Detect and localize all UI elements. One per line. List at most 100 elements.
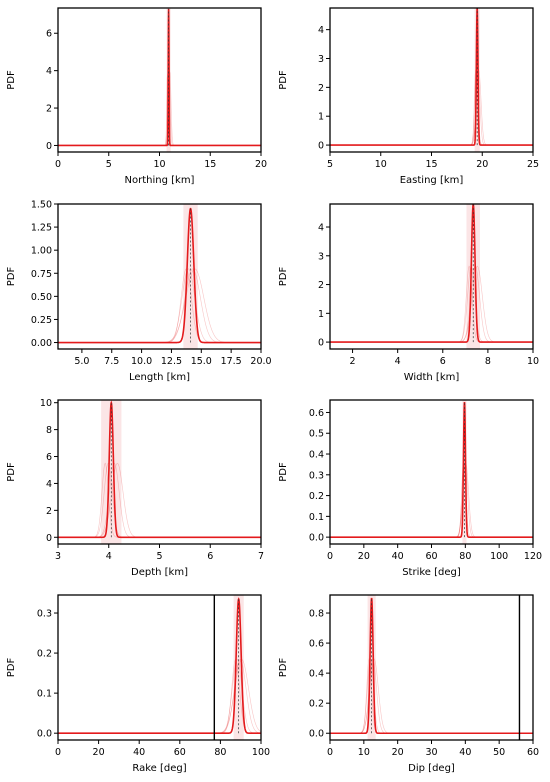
x-axis-label: Easting [km] bbox=[400, 175, 464, 186]
x-tick-label: 20 bbox=[358, 551, 370, 562]
x-tick-label: 10 bbox=[375, 159, 387, 170]
x-axis-label: Depth [km] bbox=[131, 567, 188, 578]
axes-frame bbox=[329, 399, 534, 545]
x-tick-label: 100 bbox=[252, 747, 270, 758]
x-tick-label: 40 bbox=[392, 551, 404, 562]
x-tick-label: 60 bbox=[425, 551, 437, 562]
pdf-curve bbox=[330, 402, 533, 538]
axes-frame bbox=[57, 399, 262, 545]
x-tick-label: 80 bbox=[459, 551, 471, 562]
y-axis-label: PDF bbox=[278, 462, 289, 482]
pdf-curve bbox=[58, 207, 261, 344]
pdf-curve bbox=[330, 597, 533, 735]
ensemble-curve bbox=[58, 73, 261, 146]
y-axis-label: PDF bbox=[278, 70, 289, 90]
ensemble-curve bbox=[58, 268, 261, 343]
ensemble-curve bbox=[330, 70, 533, 146]
x-axis-label: Width [km] bbox=[404, 372, 460, 383]
x-axis-label: Dip [deg] bbox=[408, 763, 455, 774]
ensemble-curve bbox=[58, 462, 261, 538]
plot-area bbox=[58, 204, 261, 349]
x-tick-label: 0 bbox=[55, 159, 61, 170]
ensemble-curve bbox=[58, 462, 261, 538]
ensemble-curve bbox=[330, 265, 533, 343]
y-tick-label: 3 bbox=[318, 251, 324, 262]
subplot-5: 3 4 5 6 7 0 2 4 6 8 10 Depth [km] PDF bbox=[6, 398, 264, 578]
pdf-curve bbox=[330, 8, 533, 146]
plot-area bbox=[330, 8, 533, 152]
ensemble-curve bbox=[330, 68, 533, 146]
y-tick-label: 1.25 bbox=[31, 223, 52, 234]
subplot-2: 5 10 15 20 25 0 1 2 3 4 Easting [km] PDF bbox=[278, 7, 539, 186]
subplot-3: 5.0 7.5 10.0 12.5 15.0 17.5 20.0 0.00 0.25 0.50 0.… bbox=[6, 200, 272, 384]
x-tick-label: 12.5 bbox=[161, 356, 182, 367]
y-tick-label: 0.75 bbox=[31, 269, 52, 280]
axes-frame bbox=[57, 203, 262, 350]
axes-frame bbox=[329, 7, 534, 153]
y-tick-label: 0.2 bbox=[309, 699, 324, 710]
x-tick-label: 20 bbox=[255, 159, 267, 170]
x-tick-label: 60 bbox=[174, 747, 186, 758]
ensemble-curve bbox=[58, 70, 261, 146]
ensemble-curve bbox=[58, 462, 261, 538]
ensemble-curve bbox=[58, 659, 261, 734]
y-tick-label: 2 bbox=[318, 280, 324, 291]
x-tick-label: 15 bbox=[204, 159, 216, 170]
ensemble-curve bbox=[330, 69, 533, 146]
subplot-7: 0 20 40 60 80 100 0.0 0.1 0.2 0.3 Rake [deg] PDF bbox=[6, 594, 270, 774]
pdf-curve bbox=[330, 204, 533, 343]
x-tick-label: 6 bbox=[207, 551, 213, 562]
y-tick-label: 0.6 bbox=[309, 639, 324, 650]
y-tick-label: 0.5 bbox=[309, 429, 324, 440]
ensemble-curve bbox=[330, 658, 533, 734]
x-tick-label: 7.5 bbox=[104, 356, 119, 367]
ensemble-curve bbox=[330, 70, 533, 146]
y-tick-label: 2 bbox=[318, 83, 324, 94]
x-tick-label: 30 bbox=[425, 747, 437, 758]
x-axis-label: Strike [deg] bbox=[402, 567, 461, 578]
plot-area bbox=[330, 400, 533, 544]
y-axis-label: PDF bbox=[6, 658, 17, 678]
x-tick-label: 40 bbox=[459, 747, 471, 758]
x-tick-label: 8 bbox=[485, 356, 491, 367]
y-tick-label: 4 bbox=[46, 479, 52, 490]
ensemble-curve bbox=[330, 461, 533, 538]
y-tick-label: 4 bbox=[318, 25, 324, 36]
uncertainty-band bbox=[183, 204, 198, 349]
y-tick-label: 0 bbox=[318, 338, 324, 349]
x-tick-label: 2 bbox=[350, 356, 356, 367]
ensemble-curve bbox=[330, 462, 533, 538]
y-axis-label: PDF bbox=[6, 267, 17, 287]
x-tick-label: 6 bbox=[440, 356, 446, 367]
plot-area bbox=[58, 400, 261, 544]
y-tick-label: 0.0 bbox=[309, 729, 324, 740]
x-tick-label: 4 bbox=[395, 356, 401, 367]
x-tick-label: 15.0 bbox=[191, 356, 212, 367]
ensemble-curve bbox=[330, 265, 533, 343]
x-tick-label: 15 bbox=[425, 159, 437, 170]
x-tick-label: 25 bbox=[527, 159, 539, 170]
x-tick-label: 5.0 bbox=[74, 356, 89, 367]
ensemble-curve bbox=[330, 265, 533, 343]
plot-area bbox=[330, 595, 533, 740]
y-tick-label: 0.6 bbox=[309, 408, 324, 419]
ensemble-curve bbox=[58, 462, 261, 538]
ensemble-curve bbox=[330, 658, 533, 734]
x-tick-label: 20 bbox=[392, 747, 404, 758]
x-tick-label: 5 bbox=[106, 159, 112, 170]
ensemble-curve bbox=[58, 659, 261, 734]
x-tick-label: 0 bbox=[327, 747, 333, 758]
axes-frame bbox=[57, 594, 262, 741]
x-tick-label: 40 bbox=[133, 747, 145, 758]
y-tick-label: 0.4 bbox=[309, 450, 324, 461]
x-axis-label: Northing [km] bbox=[125, 175, 195, 186]
subplot-1: 0 5 10 15 20 0 2 4 6 Northing [km] PDF bbox=[6, 7, 267, 186]
y-tick-label: 0.8 bbox=[309, 609, 324, 620]
x-tick-label: 100 bbox=[490, 551, 508, 562]
y-tick-label: 0.25 bbox=[31, 315, 52, 326]
x-tick-label: 17.5 bbox=[221, 356, 242, 367]
y-tick-label: 8 bbox=[46, 425, 52, 436]
ensemble-curve bbox=[58, 659, 261, 734]
y-tick-label: 0.50 bbox=[31, 292, 52, 303]
x-tick-label: 0 bbox=[327, 551, 333, 562]
